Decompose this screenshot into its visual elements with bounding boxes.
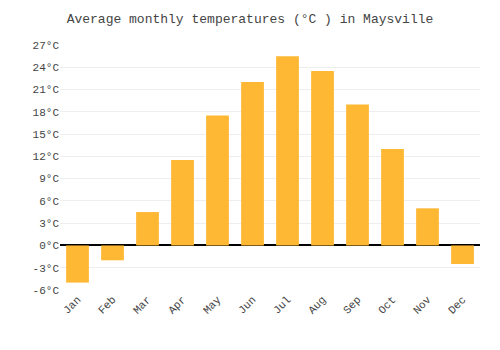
svg-text:-3°C: -3°C — [33, 263, 60, 275]
svg-text:21°C: 21°C — [33, 84, 60, 96]
svg-text:Feb: Feb — [96, 294, 118, 316]
svg-text:3°C: 3°C — [39, 218, 59, 230]
svg-text:Average monthly temperatures (: Average monthly temperatures (°C ) in Ma… — [67, 12, 434, 27]
svg-text:12°C: 12°C — [33, 151, 60, 163]
svg-text:Dec: Dec — [446, 294, 468, 316]
svg-text:Mar: Mar — [131, 294, 153, 316]
svg-text:Aug: Aug — [306, 294, 328, 316]
svg-text:18°C: 18°C — [33, 107, 60, 119]
svg-text:-6°C: -6°C — [33, 285, 60, 297]
svg-text:6°C: 6°C — [39, 196, 59, 208]
svg-text:0°C: 0°C — [39, 240, 59, 252]
svg-text:Oct: Oct — [376, 294, 398, 316]
svg-text:Jul: Jul — [271, 294, 293, 316]
svg-text:May: May — [201, 294, 224, 317]
svg-text:Jan: Jan — [61, 294, 83, 316]
svg-text:Nov: Nov — [411, 294, 434, 317]
svg-text:15°C: 15°C — [33, 129, 60, 141]
svg-text:Sep: Sep — [341, 294, 363, 316]
svg-text:24°C: 24°C — [33, 62, 60, 74]
svg-text:27°C: 27°C — [33, 40, 60, 52]
svg-text:Jun: Jun — [236, 294, 258, 316]
svg-text:Apr: Apr — [166, 294, 188, 316]
svg-text:9°C: 9°C — [39, 173, 59, 185]
